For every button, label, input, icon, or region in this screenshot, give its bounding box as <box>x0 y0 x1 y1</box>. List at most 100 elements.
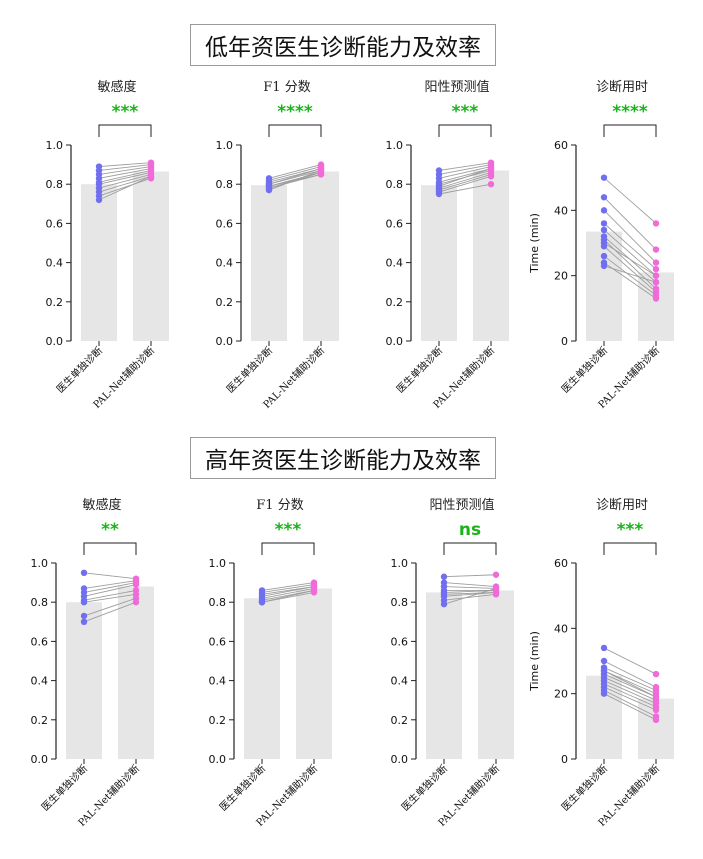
x-tick-label: 医生单独诊断 <box>559 344 611 396</box>
chart-senior-sensitivity: 敏感度 ** 0.0 0.2 0.4 0.6 0.8 1.0 医生单独诊断 PAL-Net辅助诊断 <box>0 488 170 829</box>
chart-svg: F1 分数***0.00.20.40.60.81.0医生单独诊断PAL-Net辅… <box>209 498 332 829</box>
x-tick-label: 医生单独诊断 <box>394 344 446 396</box>
pair-line <box>603 680 657 704</box>
point-before <box>80 612 88 620</box>
chart-svg: F1 分数****0.00.20.40.60.81.0医生单独诊断PAL-Net… <box>216 80 339 411</box>
pair-line <box>268 168 322 185</box>
pair-line <box>443 574 497 578</box>
pair-line <box>98 164 152 171</box>
pair-line <box>438 168 492 183</box>
pair-line <box>98 166 152 175</box>
chart-title: 诊断用时 <box>596 80 648 95</box>
y-tick-label: 40 <box>554 622 568 635</box>
bar-before <box>244 598 280 759</box>
point-before <box>600 690 608 697</box>
y-tick-label: 0.4 <box>386 257 404 270</box>
point-before <box>265 181 273 188</box>
pair-line <box>603 670 657 695</box>
significance-bracket <box>261 542 315 555</box>
pair-line <box>261 590 315 603</box>
pair-line <box>443 586 497 589</box>
pair-line <box>268 170 322 191</box>
pair-line <box>83 593 137 603</box>
bar-before <box>426 592 462 759</box>
point-after <box>492 591 500 598</box>
y-tick-label: 0 <box>561 753 568 766</box>
point-after <box>132 581 140 588</box>
chart-junior-f1: F1 分数 **** 0.0 0.2 0.4 0.6 0.8 1.0 医生单独诊断 PAL-Net… <box>175 70 355 411</box>
pair-line <box>438 168 492 187</box>
significance-label: *** <box>452 102 479 122</box>
bar-after <box>133 171 169 341</box>
pair-line <box>603 676 657 701</box>
pair-line <box>443 591 497 597</box>
pair-line <box>603 667 657 691</box>
point-before <box>600 207 608 214</box>
point-after <box>652 279 660 286</box>
pair-line <box>603 265 657 283</box>
x-tick-label: 医生单独诊断 <box>217 762 269 814</box>
pair-line <box>438 166 492 179</box>
pair-line <box>438 172 492 189</box>
pair-line <box>603 689 657 717</box>
significance-bracket <box>438 124 492 137</box>
y-tick-label: 0.2 <box>46 296 64 309</box>
point-after <box>492 585 500 592</box>
pair-line <box>603 239 657 290</box>
pair-line <box>83 597 137 617</box>
pair-line <box>83 572 137 580</box>
pair-line <box>98 173 152 189</box>
chart-junior-time: 诊断用时 **** 0 20 40 60 Time (min) 医生单独诊断 PAL-Net辅助… <box>510 70 690 411</box>
point-after <box>652 220 660 227</box>
y-tick-label: 1.0 <box>209 557 227 570</box>
pair-line <box>603 673 657 698</box>
pair-line <box>261 582 315 591</box>
pair-line <box>83 580 137 589</box>
y-axis-label: Time (min) <box>528 213 541 274</box>
point-before <box>600 239 608 247</box>
point-before <box>600 226 608 234</box>
bar-before <box>586 231 622 341</box>
significance-label: **** <box>277 102 313 122</box>
significance-bracket <box>443 542 497 555</box>
significance-label: **** <box>612 102 648 122</box>
pair-line <box>438 164 492 175</box>
x-tick-label: 医生单独诊断 <box>54 344 106 396</box>
point-before <box>600 657 608 665</box>
chart-title: F1 分数 <box>256 498 303 513</box>
y-tick-label: 0.2 <box>216 296 234 309</box>
pair-line <box>268 164 322 179</box>
pair-line <box>98 170 152 183</box>
y-tick-label: 0.6 <box>391 635 409 648</box>
y-tick-label: 0.6 <box>386 217 404 230</box>
y-tick-label: 1.0 <box>31 557 49 570</box>
point-before <box>440 573 448 580</box>
pair-line <box>98 168 152 179</box>
x-tick-label: 医生单独诊断 <box>39 762 91 814</box>
y-tick-label: 0.2 <box>31 714 49 727</box>
pair-line <box>603 245 657 293</box>
y-tick-label: 0.2 <box>391 714 409 727</box>
y-tick-label: 0.0 <box>46 335 64 348</box>
bar-before <box>66 602 102 759</box>
point-before <box>80 569 88 576</box>
significance-label: *** <box>112 102 139 122</box>
significance-bracket <box>98 124 152 137</box>
point-before <box>80 618 88 625</box>
y-axis-label: Time (min) <box>528 631 541 692</box>
chart-svg: 阳性预测值***0.00.20.40.60.81.0医生单独诊断PAL-Net辅… <box>386 79 509 411</box>
point-before <box>600 220 608 227</box>
y-tick-label: 0.0 <box>391 753 409 766</box>
y-tick-label: 60 <box>554 139 568 152</box>
chart-svg: 敏感度***0.00.20.40.60.81.0医生单独诊断PAL-Net辅助诊… <box>46 79 169 411</box>
y-tick-label: 1.0 <box>391 557 409 570</box>
point-after <box>147 173 155 180</box>
point-after <box>310 587 318 594</box>
significance-label: *** <box>617 520 644 540</box>
y-tick-label: 0.0 <box>386 335 404 348</box>
section-title-junior: 低年资医生诊断能力及效率 <box>190 24 496 66</box>
pair-line <box>98 172 152 185</box>
pair-line <box>443 582 497 587</box>
